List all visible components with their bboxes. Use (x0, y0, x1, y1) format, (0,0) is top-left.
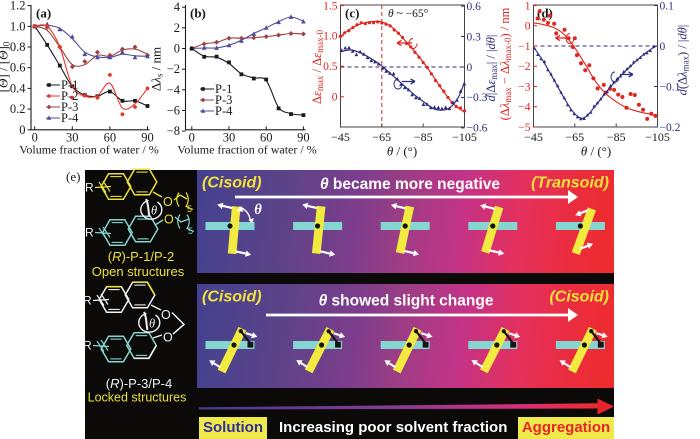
svg-text:θ: θ (149, 317, 155, 331)
svg-text:(Transoid): (Transoid) (531, 175, 609, 192)
svg-text:0: 0 (174, 42, 180, 56)
svg-text:(R)-P-1/P-2: (R)-P-1/P-2 (108, 249, 174, 264)
svg-text:90: 90 (141, 131, 154, 145)
svg-text:Volume fraction of water / %: Volume fraction of water / % (19, 143, 158, 157)
svg-text:(Cisoid): (Cisoid) (202, 289, 262, 306)
svg-text:30: 30 (66, 131, 79, 145)
svg-text:(Cisoid): (Cisoid) (202, 175, 262, 192)
svg-text:1: 1 (525, 0, 531, 12)
svg-text:5: 5 (187, 204, 192, 214)
svg-text:1.5: 1.5 (323, 0, 338, 12)
svg-text:[Θ] / [Θ]0: [Θ] / [Θ]0 (0, 41, 12, 92)
svg-text:0: 0 (332, 92, 338, 104)
svg-text:4: 4 (174, 0, 181, 14)
svg-text:Locked structures: Locked structures (88, 391, 187, 405)
svg-text:0.5: 0.5 (323, 61, 338, 73)
svg-text:P-4: P-4 (61, 111, 79, 125)
svg-text:−0.6: −0.6 (467, 123, 488, 135)
svg-text:−4: −4 (167, 83, 181, 97)
svg-text:−6: −6 (167, 104, 180, 118)
svg-text:60: 60 (260, 131, 273, 145)
svg-text:P-1: P-1 (61, 78, 78, 92)
svg-text:Open structures: Open structures (92, 264, 185, 279)
svg-text:1.0: 1.0 (323, 31, 338, 43)
svg-text:P-4: P-4 (215, 104, 233, 118)
svg-text:−2: −2 (167, 62, 180, 76)
svg-text:−1: −1 (518, 41, 530, 53)
svg-text:90: 90 (297, 131, 310, 145)
svg-text:5: 5 (188, 226, 193, 236)
svg-text:−105: −105 (645, 130, 670, 144)
svg-text:0.8: 0.8 (10, 40, 26, 54)
svg-text:P-3: P-3 (61, 100, 78, 114)
svg-text:−65: −65 (565, 130, 584, 144)
svg-text:0.6: 0.6 (10, 61, 26, 75)
svg-text:Δλs / nm: Δλs / nm (149, 47, 165, 91)
svg-text:(a): (a) (36, 6, 51, 21)
svg-text:d(Δλmax) / |dθ|: d(Δλmax) / |dθ| (676, 25, 691, 96)
svg-text:(c): (c) (345, 6, 359, 21)
svg-text:0.1: 0.1 (660, 0, 675, 12)
svg-text:0.4: 0.4 (10, 81, 26, 95)
svg-text:−4: −4 (518, 102, 530, 114)
svg-text:2: 2 (174, 21, 180, 35)
svg-text:(R)-P-3/P-4: (R)-P-3/P-4 (106, 376, 172, 391)
svg-text:θ became more negative: θ became more negative (320, 176, 500, 193)
svg-text:(Δλmax − Δλmax-0) / nm: (Δλmax − Δλmax-0) / nm (498, 7, 513, 120)
svg-text:−0.3: −0.3 (467, 92, 488, 104)
svg-text:−5: −5 (518, 122, 530, 134)
svg-text:0.3: 0.3 (467, 31, 482, 43)
svg-text:−105: −105 (452, 130, 477, 144)
svg-text:0: 0 (189, 131, 195, 145)
svg-text:−2: −2 (518, 61, 530, 73)
svg-text:θ / (°): θ / (°) (581, 144, 611, 159)
svg-text:P-3: P-3 (215, 93, 232, 107)
svg-text:−45: −45 (331, 130, 350, 144)
svg-text:−0.1: −0.1 (660, 81, 681, 93)
svg-text:−65: −65 (372, 130, 391, 144)
svg-text:R: R (83, 294, 92, 308)
svg-text:R: R (83, 339, 92, 353)
svg-text:0.6: 0.6 (467, 1, 482, 13)
svg-text:R: R (85, 181, 94, 195)
svg-text:(b): (b) (190, 6, 206, 21)
svg-text:30: 30 (223, 131, 236, 145)
svg-text:O: O (161, 308, 171, 322)
svg-text:−8: −8 (167, 124, 180, 138)
svg-text:O: O (163, 331, 173, 345)
svg-text:0.2: 0.2 (10, 102, 26, 116)
svg-text:P-2: P-2 (61, 89, 78, 103)
svg-text:Volume fraction of water / %: Volume fraction of water / % (177, 143, 316, 157)
svg-text:θ: θ (151, 204, 157, 218)
svg-text:−3: −3 (518, 81, 530, 93)
svg-text:O: O (164, 213, 174, 227)
svg-text:−0.2: −0.2 (660, 122, 681, 134)
svg-text:Δεmax / Δεmax-0: Δεmax / Δεmax-0 (310, 29, 325, 104)
svg-text:1.0: 1.0 (10, 19, 26, 33)
svg-text:R: R (85, 226, 94, 240)
svg-text:(Cisoid): (Cisoid) (549, 289, 609, 306)
svg-text:0: 0 (32, 131, 38, 145)
svg-text:−85: −85 (414, 130, 433, 144)
svg-text:0: 0 (19, 123, 25, 137)
svg-text:P-1: P-1 (215, 82, 232, 96)
svg-text:θ / (°): θ / (°) (387, 144, 417, 159)
svg-text:θ showed slight change: θ showed slight change (319, 293, 494, 310)
svg-text:θ: θ (254, 202, 262, 218)
svg-text:1.2: 1.2 (10, 0, 26, 13)
svg-text:0: 0 (467, 62, 473, 74)
svg-text:60: 60 (104, 131, 117, 145)
svg-text:O: O (163, 195, 173, 209)
svg-text:θ ~ −65°: θ ~ −65° (388, 8, 429, 20)
svg-text:d|Δεmax| / |dθ|: d|Δεmax| / |dθ| (484, 35, 499, 102)
svg-text:−45: −45 (524, 130, 543, 144)
svg-text:0: 0 (525, 21, 531, 33)
svg-text:0: 0 (660, 41, 666, 53)
svg-text:−85: −85 (607, 130, 626, 144)
